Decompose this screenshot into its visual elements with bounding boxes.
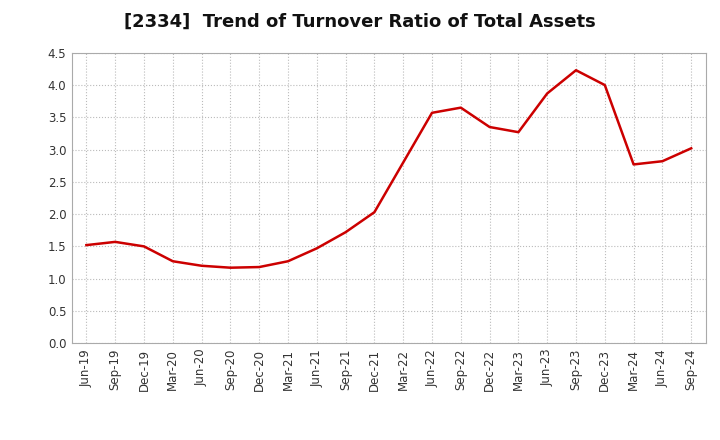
Text: [2334]  Trend of Turnover Ratio of Total Assets: [2334] Trend of Turnover Ratio of Total … (124, 13, 596, 31)
